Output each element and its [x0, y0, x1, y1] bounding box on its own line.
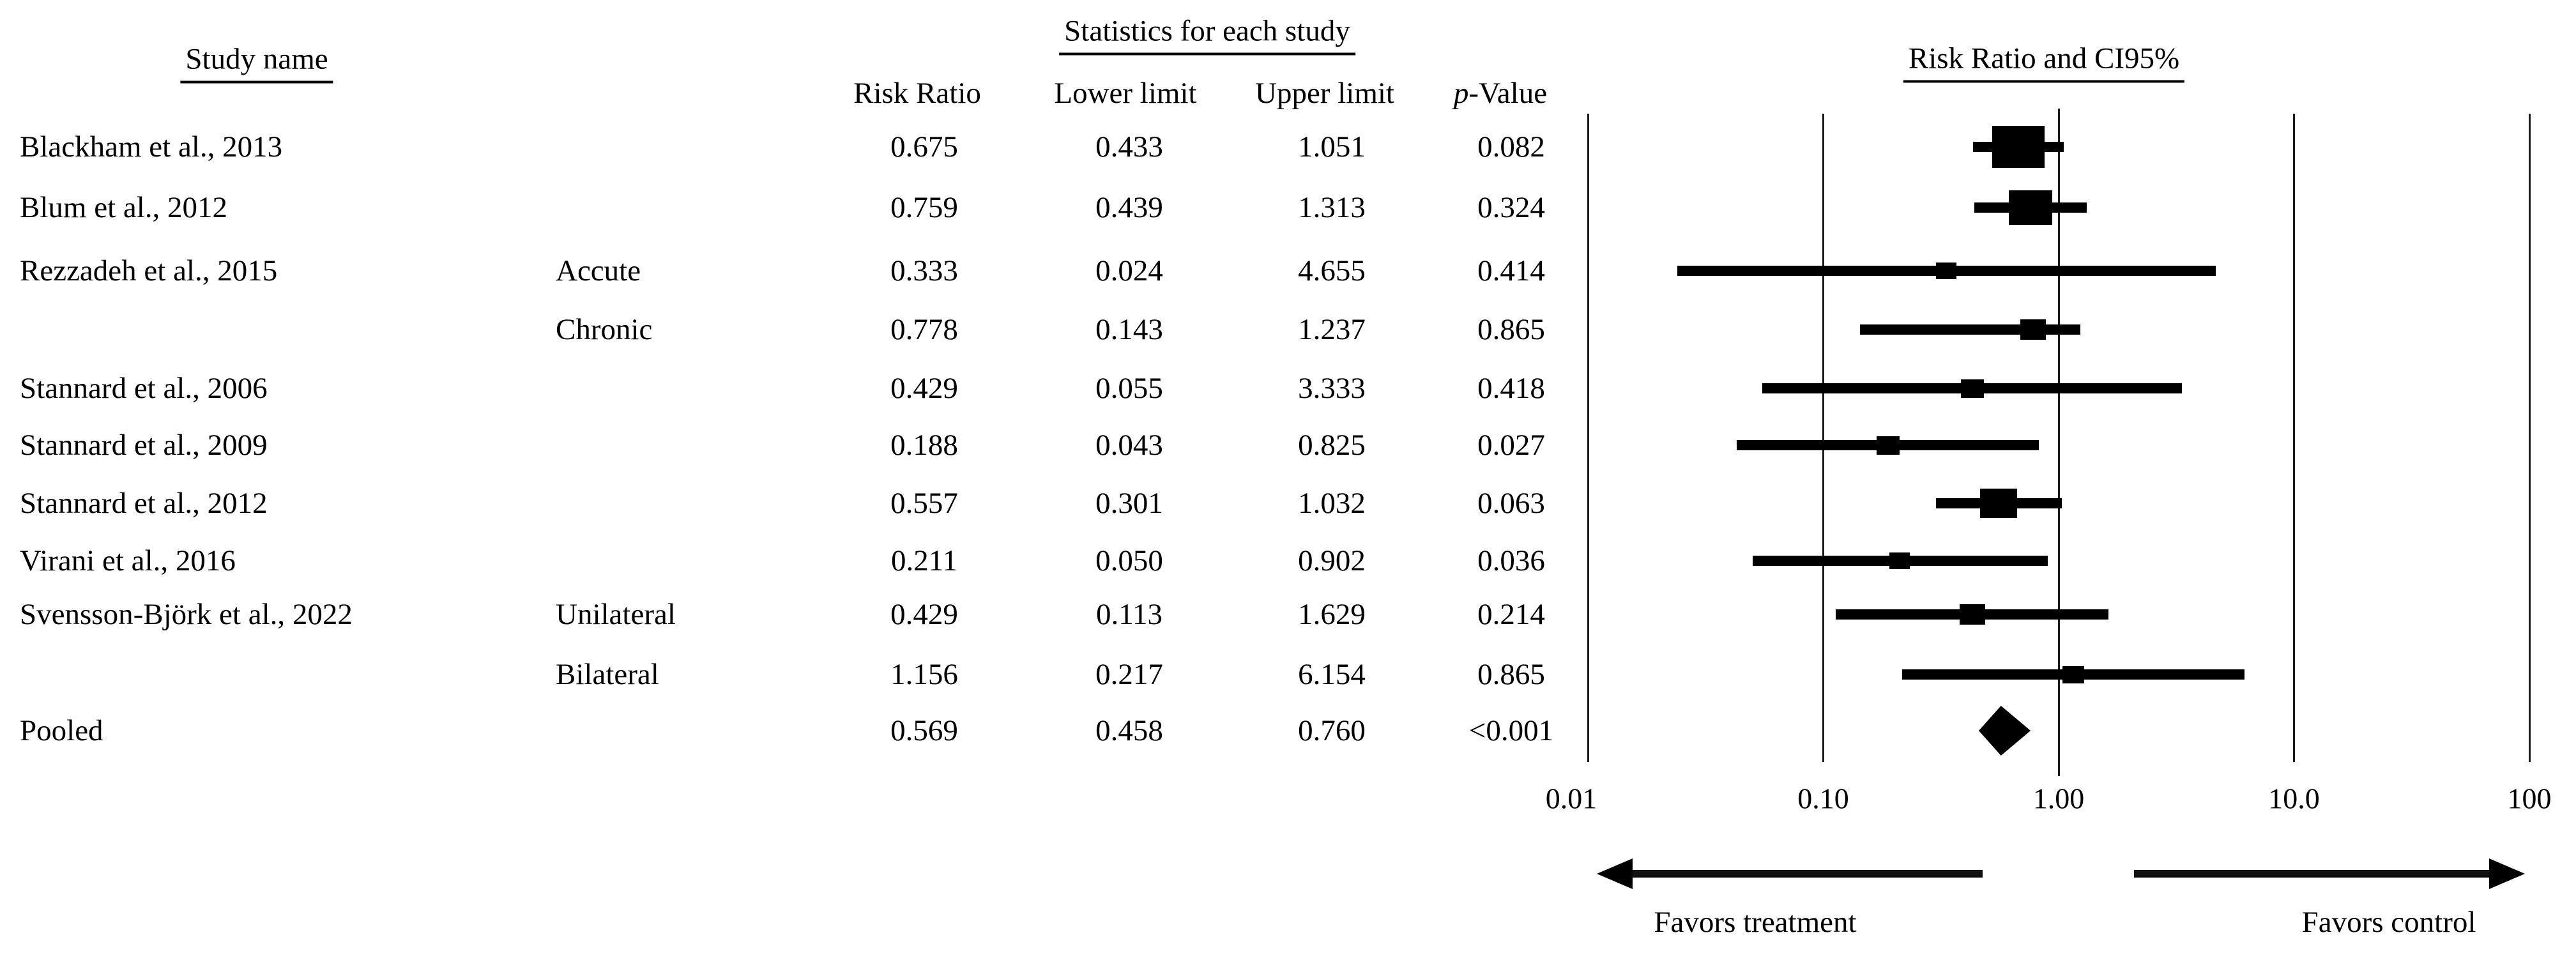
pooled-diamond-marker: [1979, 706, 2031, 756]
study-name: Svensson-Björk et al., 2022: [20, 598, 353, 631]
gridline-0.1: [1822, 114, 1824, 762]
ci-line: [1859, 324, 2081, 335]
risk-ratio-marker: [1960, 379, 1984, 398]
upper-limit-value: 0.902: [1298, 544, 1366, 577]
subgroup-label: Chronic: [556, 313, 653, 346]
p-value: 0.418: [1477, 372, 1545, 405]
risk-ratio-marker: [1936, 263, 1957, 279]
subgroup-label: Unilateral: [556, 598, 676, 631]
axis-tick-100: 100: [2507, 782, 2552, 815]
risk-ratio-marker: [1876, 436, 1900, 455]
arrow-shaft: [2134, 870, 2489, 878]
lower-limit-value: 0.439: [1095, 191, 1163, 224]
risk-ratio-marker: [2008, 190, 2052, 225]
favors-treatment-label: Favors treatment: [1654, 906, 1857, 939]
upper-limit-value: 1.237: [1298, 313, 1366, 346]
study-name: Pooled: [20, 714, 103, 747]
gridline-1: [2057, 109, 2060, 776]
p-value: 0.082: [1477, 130, 1545, 164]
study-name: Blum et al., 2012: [20, 191, 228, 224]
favors-control-arrow: [2134, 858, 2525, 889]
upper-limit-value: 1.629: [1298, 598, 1366, 631]
column-header-p: p-Value: [1453, 77, 1548, 110]
risk-ratio-value: 0.429: [890, 598, 958, 631]
statistics-header: Statistics for each study: [1059, 14, 1355, 56]
upper-limit-value: 1.313: [1298, 191, 1366, 224]
axis-tick-10.0: 10.0: [2268, 782, 2320, 815]
p-value: <0.001: [1468, 714, 1554, 747]
favors-treatment-arrow: [1597, 858, 1983, 889]
study-name: Virani et al., 2016: [20, 544, 236, 577]
risk-ratio-marker: [1980, 489, 2018, 518]
subgroup-label: Accute: [556, 254, 641, 287]
lower-limit-value: 0.458: [1095, 714, 1163, 747]
risk-ratio-marker: [2062, 666, 2085, 683]
risk-ratio-value: 0.759: [890, 191, 958, 224]
p-value: 0.036: [1477, 544, 1545, 577]
p-value: 0.865: [1477, 313, 1545, 346]
risk-ratio-value: 0.211: [890, 544, 958, 577]
arrow-right-icon: [2489, 858, 2525, 889]
lower-limit-value: 0.050: [1095, 544, 1163, 577]
lower-limit-value: 0.024: [1095, 254, 1163, 287]
upper-limit-value: 1.032: [1298, 487, 1366, 520]
arrow-shaft: [1633, 870, 1983, 878]
risk-ratio-value: 0.333: [890, 254, 958, 287]
risk-ratio-value: 0.569: [890, 714, 958, 747]
study-name: Stannard et al., 2012: [20, 487, 268, 520]
study-name: Stannard et al., 2006: [20, 372, 268, 405]
plot-title: Risk Ratio and CI95%: [1903, 42, 2185, 83]
gridline-100: [2528, 114, 2531, 762]
upper-limit-value: 1.051: [1298, 130, 1366, 164]
risk-ratio-marker: [1889, 552, 1910, 569]
p-value: 0.324: [1477, 191, 1545, 224]
gridline-10: [2293, 114, 2295, 762]
risk-ratio-value: 0.778: [890, 313, 958, 346]
risk-ratio-value: 1.156: [890, 658, 958, 691]
gridline-0.01: [1587, 114, 1589, 762]
lower-limit-value: 0.217: [1095, 658, 1163, 691]
risk-ratio-value: 0.429: [890, 372, 958, 405]
p-value: 0.027: [1477, 429, 1545, 462]
lower-limit-value: 0.055: [1095, 372, 1163, 405]
favors-control-label: Favors control: [2301, 906, 2476, 939]
p-value: 0.214: [1477, 598, 1545, 631]
column-header-lower: Lower limit: [1054, 77, 1197, 110]
arrow-left-icon: [1597, 858, 1633, 889]
axis-tick-0.01: 0.01: [1545, 782, 1597, 815]
subgroup-label: Bilateral: [556, 658, 659, 691]
upper-limit-value: 4.655: [1298, 254, 1366, 287]
lower-limit-value: 0.433: [1095, 130, 1163, 164]
study-name: Stannard et al., 2009: [20, 429, 268, 462]
lower-limit-value: 0.043: [1095, 429, 1163, 462]
risk-ratio-marker: [1992, 126, 2045, 168]
p-value: 0.414: [1477, 254, 1545, 287]
risk-ratio-marker: [1959, 604, 1985, 625]
risk-ratio-value: 0.557: [890, 487, 958, 520]
column-header-upper: Upper limit: [1255, 77, 1394, 110]
upper-limit-value: 6.154: [1298, 658, 1366, 691]
upper-limit-value: 0.825: [1298, 429, 1366, 462]
lower-limit-value: 0.143: [1095, 313, 1163, 346]
p-value: 0.063: [1477, 487, 1545, 520]
study-name-header: Study name: [180, 42, 333, 84]
p-value: 0.865: [1477, 658, 1545, 691]
study-name: Rezzadeh et al., 2015: [20, 254, 278, 287]
lower-limit-value: 0.301: [1095, 487, 1163, 520]
p-italic: p: [1453, 77, 1469, 110]
lower-limit-value: 0.113: [1095, 598, 1163, 631]
column-header-rr: Risk Ratio: [853, 77, 981, 110]
risk-ratio-value: 0.188: [890, 429, 958, 462]
upper-limit-value: 0.760: [1298, 714, 1366, 747]
axis-tick-0.10: 0.10: [1797, 782, 1849, 815]
axis-tick-1.00: 1.00: [2032, 782, 2085, 815]
upper-limit-value: 3.333: [1298, 372, 1366, 405]
risk-ratio-value: 0.675: [890, 130, 958, 164]
risk-ratio-marker: [2020, 319, 2046, 340]
study-name: Blackham et al., 2013: [20, 130, 283, 164]
